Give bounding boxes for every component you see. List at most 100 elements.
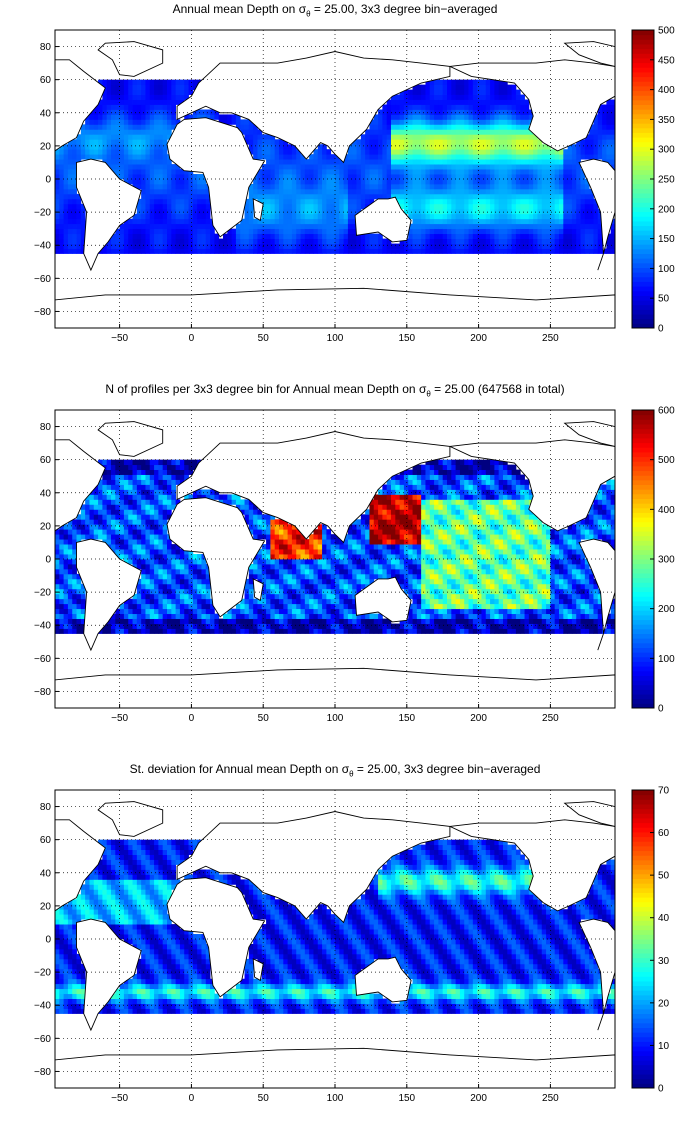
heatmap-cell bbox=[515, 104, 521, 110]
heatmap-cell bbox=[167, 174, 172, 180]
heatmap-cell bbox=[382, 129, 388, 135]
heatmap-cell bbox=[149, 534, 155, 540]
heatmap-cell bbox=[309, 613, 314, 619]
heatmap-cell bbox=[347, 164, 353, 170]
heatmap-cell bbox=[313, 164, 319, 170]
heatmap-cell bbox=[179, 613, 185, 619]
heatmap-cell bbox=[524, 193, 530, 200]
heatmap-cell bbox=[610, 233, 616, 239]
heatmap-cell bbox=[171, 164, 177, 170]
heatmap-cell bbox=[369, 628, 375, 634]
heatmap-cell bbox=[128, 94, 133, 100]
heatmap-cell bbox=[412, 139, 418, 145]
heatmap-cell bbox=[59, 598, 65, 605]
heatmap-cell bbox=[507, 154, 513, 160]
heatmap-cell bbox=[102, 494, 108, 500]
heatmap-cell bbox=[421, 134, 426, 140]
heatmap-cell bbox=[253, 524, 258, 530]
heatmap-cell bbox=[141, 544, 146, 550]
colorbar-segment bbox=[632, 127, 654, 133]
heatmap-cell bbox=[610, 218, 616, 225]
heatmap-cell bbox=[494, 188, 500, 195]
heatmap-cell bbox=[352, 233, 357, 239]
heatmap-cell bbox=[472, 119, 478, 125]
heatmap-cell bbox=[171, 544, 177, 550]
heatmap-cell bbox=[171, 499, 177, 505]
heatmap-cell bbox=[287, 534, 293, 540]
heatmap-cell bbox=[395, 99, 401, 105]
heatmap-cell bbox=[584, 248, 590, 254]
heatmap-cell bbox=[468, 129, 474, 135]
heatmap-cell bbox=[369, 613, 375, 619]
heatmap-cell bbox=[106, 504, 112, 510]
heatmap-cell bbox=[111, 479, 116, 485]
heatmap-cell bbox=[63, 193, 69, 200]
heatmap-cell bbox=[438, 109, 444, 115]
heatmap-cell bbox=[382, 243, 388, 249]
heatmap-cell bbox=[309, 208, 314, 215]
heatmap-cell bbox=[231, 608, 237, 615]
heatmap-cell bbox=[111, 623, 116, 629]
heatmap-cell bbox=[149, 598, 155, 605]
heatmap-cell bbox=[287, 623, 293, 629]
heatmap-cell bbox=[347, 603, 353, 610]
heatmap-cell bbox=[498, 203, 504, 210]
heatmap-cell bbox=[270, 623, 276, 629]
heatmap-cell bbox=[283, 608, 289, 615]
heatmap-cell bbox=[589, 193, 594, 200]
heatmap-cell bbox=[270, 603, 276, 610]
heatmap-cell bbox=[313, 228, 319, 235]
heatmap-cell bbox=[171, 474, 177, 480]
heatmap-cell bbox=[145, 593, 151, 600]
heatmap-cell bbox=[287, 529, 293, 535]
heatmap-cell bbox=[326, 603, 332, 610]
heatmap-cell bbox=[162, 248, 168, 254]
heatmap-cell bbox=[451, 169, 457, 175]
colorbar-segment bbox=[632, 197, 654, 203]
heatmap-cell bbox=[240, 603, 245, 610]
heatmap-cell bbox=[442, 104, 448, 110]
heatmap-cell bbox=[369, 193, 375, 200]
heatmap-cell bbox=[580, 218, 586, 225]
heatmap-cell bbox=[382, 248, 388, 254]
heatmap-cell bbox=[373, 529, 379, 535]
heatmap-cell bbox=[287, 593, 293, 600]
heatmap-cell bbox=[313, 203, 319, 210]
heatmap-cell bbox=[524, 134, 530, 140]
heatmap-cell bbox=[554, 208, 560, 215]
heatmap-cell bbox=[111, 489, 116, 495]
heatmap-cell bbox=[365, 519, 370, 525]
heatmap-cell bbox=[356, 243, 362, 249]
heatmap-cell bbox=[123, 79, 129, 86]
heatmap-cell bbox=[507, 208, 513, 215]
heatmap-cell bbox=[266, 554, 271, 560]
heatmap-cell bbox=[330, 164, 336, 170]
colorbar-tick-label: 500 bbox=[658, 26, 675, 37]
heatmap-cell bbox=[485, 139, 491, 145]
heatmap-cell bbox=[597, 233, 603, 239]
heatmap-cell bbox=[515, 124, 521, 130]
heatmap-cell bbox=[244, 588, 250, 595]
heatmap-cell bbox=[167, 248, 172, 254]
heatmap-cell bbox=[369, 549, 375, 555]
heatmap-cell bbox=[352, 218, 357, 225]
heatmap-cell bbox=[335, 188, 340, 195]
heatmap-cell bbox=[399, 623, 405, 629]
heatmap-cell bbox=[403, 588, 409, 595]
heatmap-cell bbox=[145, 208, 151, 215]
heatmap-cell bbox=[498, 134, 504, 140]
heatmap-cell bbox=[335, 223, 340, 230]
heatmap-cell bbox=[412, 99, 418, 105]
heatmap-cell bbox=[291, 233, 297, 239]
heatmap-cell bbox=[403, 149, 409, 155]
heatmap-cell bbox=[451, 139, 457, 145]
heatmap-cell bbox=[279, 218, 284, 225]
heatmap-cell bbox=[132, 99, 138, 105]
heatmap-cell bbox=[490, 169, 495, 175]
heatmap-cell bbox=[528, 243, 534, 249]
heatmap-cell bbox=[472, 159, 478, 165]
heatmap-cell bbox=[55, 169, 60, 175]
heatmap-cell bbox=[235, 243, 241, 249]
heatmap-cell bbox=[326, 539, 332, 545]
heatmap-cell bbox=[123, 154, 129, 160]
